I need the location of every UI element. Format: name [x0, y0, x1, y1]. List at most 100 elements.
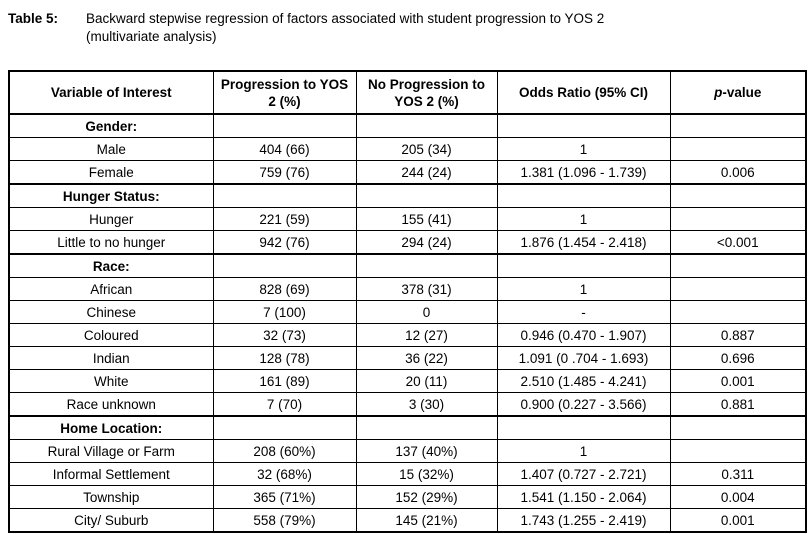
table-header: Variable of Interest Progression to YOS … — [8, 70, 807, 115]
p-value-cell: <0.001 — [669, 230, 807, 255]
section-row: Hunger Status: — [8, 183, 807, 208]
p-value-cell: 0.001 — [669, 508, 807, 533]
table-row: Race unknown 7 (70) 3 (30) 0.900 (0.227 - 3… — [8, 392, 807, 417]
table-row: Township 365 (71%) 152 (29%) 1.541 (1.150 -… — [8, 485, 807, 509]
odds-ratio-cell: 0.900 (0.227 - 3.566) — [496, 392, 671, 417]
progression-cell: 404 (66) — [212, 137, 357, 161]
odds-ratio-cell: 1 — [496, 207, 671, 231]
table-row: City/ Suburb 558 (79%) 145 (21%) 1.743 (1.2… — [8, 508, 807, 533]
caption-line-1: Backward stepwise regression of factors … — [86, 11, 605, 26]
progression-cell: 128 (78) — [212, 346, 357, 370]
p-value-cell: 0.001 — [669, 369, 807, 393]
p-value-cell: 0.004 — [669, 485, 807, 509]
odds-ratio-cell: 2.510 (1.485 - 4.241) — [496, 369, 671, 393]
empty-cell — [355, 415, 498, 440]
row-label: Township — [8, 485, 214, 509]
progression-cell: 32 (73) — [212, 323, 357, 347]
progression-cell: 7 (70) — [212, 392, 357, 417]
table-caption: Table 5: Backward stepwise regression of… — [8, 10, 805, 46]
row-label: Chinese — [8, 300, 214, 324]
p-value-cell — [669, 207, 807, 231]
no-progression-cell: 0 — [355, 300, 498, 324]
odds-ratio-cell: - — [496, 300, 671, 324]
section-label: Race: — [8, 253, 214, 278]
empty-cell — [212, 183, 357, 208]
table-caption-text: Backward stepwise regression of factors … — [86, 10, 805, 46]
row-label: Race unknown — [8, 392, 214, 417]
no-progression-cell: 244 (24) — [355, 160, 498, 185]
table-row: Rural Village or Farm 208 (60%) 137 (40%) 1 — [8, 439, 807, 463]
empty-cell — [669, 253, 807, 278]
empty-cell — [212, 253, 357, 278]
no-progression-cell: 137 (40%) — [355, 439, 498, 463]
no-progression-cell: 3 (30) — [355, 392, 498, 417]
odds-ratio-cell: 1 — [496, 277, 671, 301]
col-header-progression: Progression to YOS 2 (%) — [212, 70, 357, 115]
row-label: White — [8, 369, 214, 393]
empty-cell — [355, 253, 498, 278]
col-header-p-value: p-value — [669, 70, 807, 115]
section-label: Hunger Status: — [8, 183, 214, 208]
p-italic: p — [714, 85, 723, 100]
empty-cell — [355, 113, 498, 138]
section-row: Race: — [8, 253, 807, 278]
progression-cell: 558 (79%) — [212, 508, 357, 533]
table-row: Coloured 32 (73) 12 (27) 0.946 (0.470 - 1.9… — [8, 323, 807, 347]
no-progression-cell: 152 (29%) — [355, 485, 498, 509]
no-progression-cell: 378 (31) — [355, 277, 498, 301]
regression-table: Variable of Interest Progression to YOS … — [8, 70, 807, 533]
empty-cell — [496, 183, 671, 208]
row-label: African — [8, 277, 214, 301]
p-value-cell: 0.881 — [669, 392, 807, 417]
row-label: City/ Suburb — [8, 508, 214, 533]
empty-cell — [669, 183, 807, 208]
table-row: Male 404 (66) 205 (34) 1 — [8, 137, 807, 161]
table-row: Informal Settlement 32 (68%) 15 (32%) 1.407… — [8, 462, 807, 486]
table-row: Indian 128 (78) 36 (22) 1.091 (0 .704 - 1.6… — [8, 346, 807, 370]
p-rest: -value — [722, 85, 762, 100]
odds-ratio-cell: 0.946 (0.470 - 1.907) — [496, 323, 671, 347]
p-value-cell — [669, 137, 807, 161]
header-row: Variable of Interest Progression to YOS … — [8, 70, 807, 115]
odds-ratio-cell: 1 — [496, 137, 671, 161]
progression-cell: 32 (68%) — [212, 462, 357, 486]
odds-ratio-cell: 1 — [496, 439, 671, 463]
empty-cell — [212, 415, 357, 440]
empty-cell — [496, 113, 671, 138]
p-value-cell — [669, 300, 807, 324]
p-value-cell — [669, 439, 807, 463]
table-row: Chinese 7 (100) 0- — [8, 300, 807, 324]
row-label: Coloured — [8, 323, 214, 347]
p-value-cell: 0.311 — [669, 462, 807, 486]
odds-ratio-cell: 1.381 (1.096 - 1.739) — [496, 160, 671, 185]
p-value-cell: 0.887 — [669, 323, 807, 347]
row-label: Little to no hunger — [8, 230, 214, 255]
no-progression-cell: 15 (32%) — [355, 462, 498, 486]
no-progression-cell: 205 (34) — [355, 137, 498, 161]
progression-cell: 161 (89) — [212, 369, 357, 393]
odds-ratio-cell: 1.091 (0 .704 - 1.693) — [496, 346, 671, 370]
table-row: African 828 (69) 378 (31) 1 — [8, 277, 807, 301]
no-progression-cell: 155 (41) — [355, 207, 498, 231]
section-row: Home Location: — [8, 415, 807, 440]
empty-cell — [355, 183, 498, 208]
p-value-cell: 0.006 — [669, 160, 807, 185]
row-label: Female — [8, 160, 214, 185]
table-row: White 161 (89) 20 (11) 2.510 (1.485 - 4.241… — [8, 369, 807, 393]
empty-cell — [669, 113, 807, 138]
section-label: Home Location: — [8, 415, 214, 440]
table-row: Little to no hunger 942 (76) 294 (24) 1.876… — [8, 230, 807, 255]
table-body: Gender: Male 404 (66) 205 (34) 1 Female 759 (7… — [8, 113, 807, 533]
progression-cell: 208 (60%) — [212, 439, 357, 463]
table-row: Hunger 221 (59) 155 (41) 1 — [8, 207, 807, 231]
empty-cell — [669, 415, 807, 440]
section-row: Gender: — [8, 113, 807, 138]
empty-cell — [212, 113, 357, 138]
col-header-variable: Variable of Interest — [8, 70, 214, 115]
no-progression-cell: 20 (11) — [355, 369, 498, 393]
progression-cell: 942 (76) — [212, 230, 357, 255]
row-label: Hunger — [8, 207, 214, 231]
col-header-no-progression: No Progression to YOS 2 (%) — [355, 70, 498, 115]
odds-ratio-cell: 1.743 (1.255 - 2.419) — [496, 508, 671, 533]
